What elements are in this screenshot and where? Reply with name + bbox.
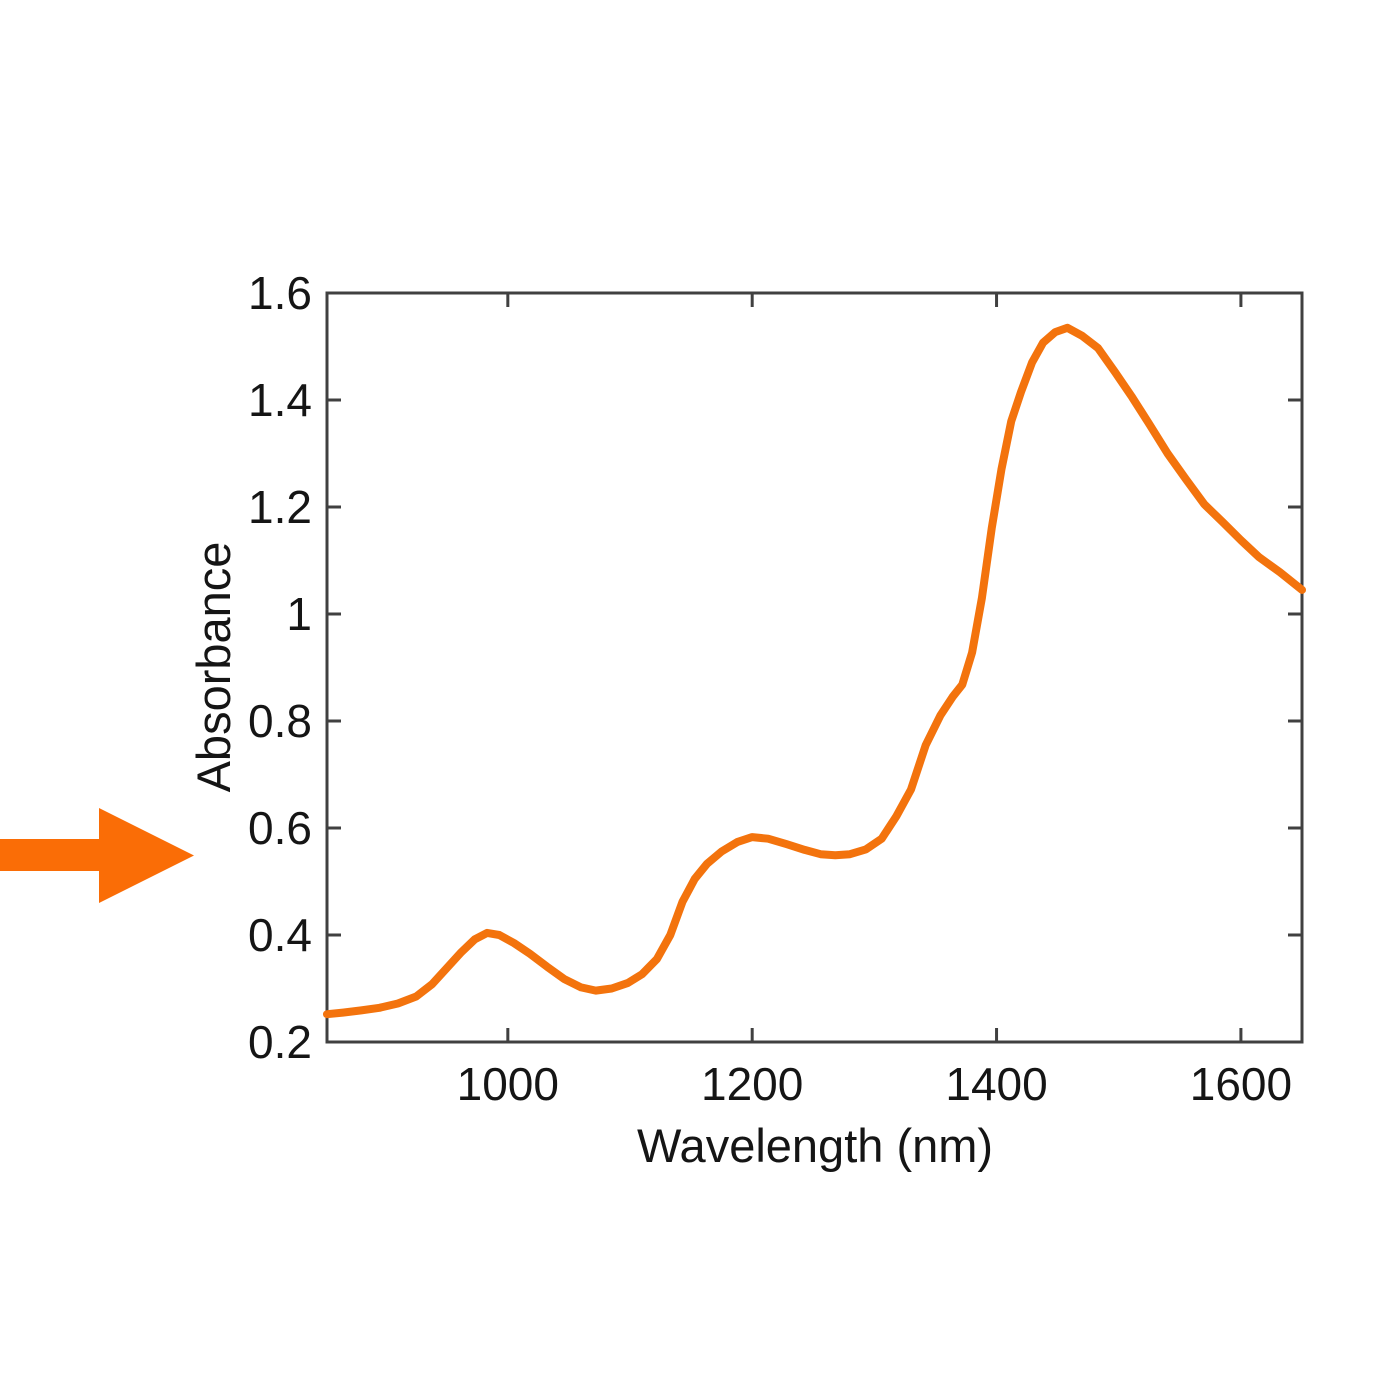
arrow-shape — [0, 808, 194, 903]
y-tick-label: 1.4 — [248, 374, 312, 426]
absorbance-curve — [323, 323, 1306, 1019]
y-tick-label: 0.2 — [248, 1016, 312, 1068]
y-tick-label: 1 — [286, 588, 312, 640]
y-tick-label: 0.8 — [248, 695, 312, 747]
y-tick-label: 1.6 — [248, 267, 312, 319]
plot-box — [325, 291, 1304, 1044]
x-axis-label: Wavelength (nm) — [636, 1119, 994, 1172]
x-tick-label: 1600 — [1190, 1058, 1292, 1110]
y-tick-label: 0.4 — [248, 909, 312, 961]
x-tick-label: 1200 — [701, 1058, 803, 1110]
y-tick-label: 1.2 — [248, 481, 312, 533]
x-tick-label: 1400 — [945, 1058, 1047, 1110]
x-tick-label: 1000 — [457, 1058, 559, 1110]
y-tick-label: 0.6 — [248, 802, 312, 854]
highlight-arrow-icon — [0, 808, 194, 903]
